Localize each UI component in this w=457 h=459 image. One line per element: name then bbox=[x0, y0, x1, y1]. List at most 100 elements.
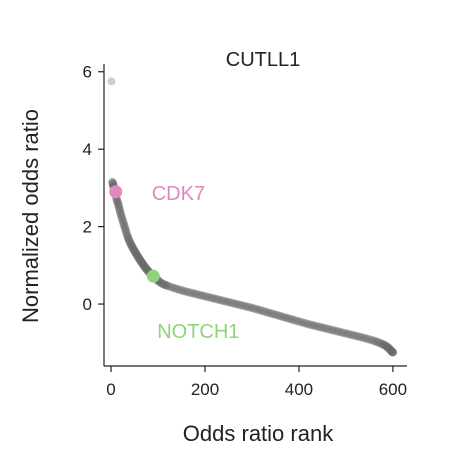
data-point bbox=[198, 291, 207, 300]
y-axis-title: Normalized odds ratio bbox=[18, 109, 43, 323]
data-point bbox=[221, 297, 231, 306]
data-point bbox=[159, 280, 169, 289]
x-tick-label: 400 bbox=[285, 380, 313, 399]
data-point bbox=[212, 295, 221, 304]
data-point bbox=[205, 293, 214, 302]
data-points bbox=[107, 77, 398, 357]
data-point bbox=[280, 313, 290, 322]
data-point bbox=[135, 254, 144, 263]
data-point bbox=[367, 335, 376, 345]
data-point bbox=[122, 230, 132, 239]
data-point bbox=[290, 315, 299, 325]
data-point bbox=[308, 321, 318, 330]
data-point bbox=[125, 237, 135, 247]
data-point bbox=[136, 257, 146, 266]
data-point bbox=[123, 232, 132, 241]
data-point bbox=[382, 342, 391, 351]
data-point bbox=[127, 241, 136, 250]
data-point bbox=[138, 259, 147, 269]
data-point bbox=[243, 302, 252, 311]
data-point bbox=[297, 317, 306, 327]
y-tick-label: 6 bbox=[83, 63, 92, 82]
data-point bbox=[124, 234, 133, 244]
data-point bbox=[252, 305, 261, 314]
data-point bbox=[365, 335, 374, 344]
data-point bbox=[362, 334, 372, 344]
data-point bbox=[337, 328, 346, 337]
data-point bbox=[250, 304, 259, 313]
data-point bbox=[214, 295, 224, 304]
data-point bbox=[388, 348, 398, 357]
data-point bbox=[133, 251, 142, 261]
data-point bbox=[301, 319, 311, 328]
data-point bbox=[108, 177, 117, 187]
highlight-point-notch1 bbox=[146, 269, 160, 283]
data-point bbox=[118, 216, 127, 226]
data-point bbox=[174, 285, 184, 294]
data-point bbox=[125, 236, 134, 245]
data-point bbox=[108, 178, 117, 188]
data-point bbox=[313, 322, 322, 331]
data-point bbox=[126, 240, 136, 249]
data-point bbox=[115, 206, 125, 216]
data-point bbox=[186, 288, 196, 298]
data-point bbox=[160, 280, 170, 290]
x-axis-title: Odds ratio rank bbox=[183, 421, 334, 446]
data-point bbox=[247, 303, 257, 313]
data-point bbox=[228, 299, 238, 308]
data-point bbox=[381, 341, 391, 351]
data-point bbox=[137, 258, 146, 267]
data-point bbox=[123, 233, 133, 242]
data-point bbox=[177, 286, 186, 295]
data-point bbox=[245, 303, 254, 312]
data-point bbox=[375, 338, 384, 348]
data-point bbox=[292, 316, 301, 325]
data-point bbox=[236, 300, 245, 310]
data-point bbox=[122, 228, 131, 237]
data-point bbox=[254, 305, 264, 315]
data-point bbox=[373, 337, 382, 347]
data-point bbox=[233, 300, 243, 309]
data-point bbox=[287, 315, 297, 324]
data-point bbox=[130, 246, 139, 256]
data-point bbox=[196, 290, 205, 300]
data-point bbox=[135, 255, 145, 264]
data-point bbox=[329, 326, 339, 335]
x-tick-label: 200 bbox=[191, 380, 219, 399]
data-point bbox=[351, 331, 360, 340]
data-point bbox=[353, 332, 362, 341]
data-point bbox=[355, 332, 365, 342]
y-tick-label: 2 bbox=[83, 218, 92, 237]
data-point bbox=[113, 198, 122, 207]
highlight-label-notch1: NOTCH1 bbox=[157, 321, 239, 343]
data-point bbox=[158, 279, 167, 289]
data-point bbox=[264, 308, 273, 317]
data-point bbox=[130, 247, 140, 257]
data-point bbox=[121, 226, 130, 235]
data-point bbox=[299, 318, 308, 328]
data-point bbox=[137, 258, 147, 268]
data-point bbox=[266, 309, 275, 318]
chart-title: CUTLL1 bbox=[226, 49, 300, 71]
data-point bbox=[182, 287, 191, 296]
data-point bbox=[268, 309, 278, 319]
data-point bbox=[113, 199, 123, 209]
data-point bbox=[224, 297, 233, 307]
data-point bbox=[358, 333, 367, 342]
data-point bbox=[320, 324, 329, 333]
data-point bbox=[129, 245, 139, 255]
data-point bbox=[126, 239, 135, 248]
data-point bbox=[140, 262, 149, 271]
data-point bbox=[348, 331, 358, 340]
data-point bbox=[271, 310, 280, 319]
data-point bbox=[257, 306, 266, 315]
data-point bbox=[334, 327, 344, 336]
data-point bbox=[139, 261, 149, 270]
data-point bbox=[207, 293, 217, 303]
data-point bbox=[140, 263, 150, 272]
data-point bbox=[170, 283, 179, 293]
data-point bbox=[134, 253, 143, 262]
data-point bbox=[285, 314, 294, 323]
data-point bbox=[132, 249, 141, 259]
